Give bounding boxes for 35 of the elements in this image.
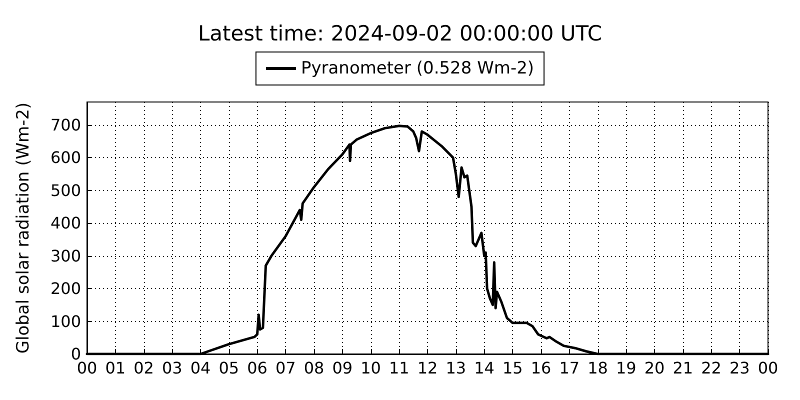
y-tick-label: 700 <box>50 115 81 134</box>
x-tick-label: 06 <box>247 358 268 378</box>
y-tick-label: 300 <box>50 246 81 266</box>
x-tick-label: 22 <box>701 358 722 378</box>
x-tick-label: 18 <box>588 358 608 378</box>
x-tick-label: 08 <box>304 358 324 378</box>
y-tick-label: 100 <box>50 312 81 331</box>
x-tick-label: 01 <box>105 358 126 378</box>
x-tick-label: 09 <box>332 358 353 378</box>
y-axis-title: Global solar radiation (Wm-2) <box>14 102 34 354</box>
x-tick-label: 14 <box>474 358 494 378</box>
x-tick-label: 00 <box>758 358 778 378</box>
x-tick-label: 00 <box>76 358 98 378</box>
legend-label: Pyranometer (0.528 Wm-2) <box>300 58 534 78</box>
y-tick-label: 600 <box>50 148 81 168</box>
y-tick-label: 400 <box>50 214 81 233</box>
x-tick-label: 15 <box>502 358 523 378</box>
x-tick-label: 20 <box>644 358 665 378</box>
x-tick-label: 02 <box>134 358 154 378</box>
x-tick-label: 03 <box>162 358 182 378</box>
x-tick-label: 19 <box>616 358 636 378</box>
y-tick-label: 200 <box>50 279 81 298</box>
x-tick-label: 07 <box>275 358 296 378</box>
x-tick-label: 12 <box>417 358 438 378</box>
x-tick-label: 11 <box>388 358 410 378</box>
chart-title: Latest time: 2024-09-02 00:00:00 UTC <box>198 22 602 46</box>
x-tick-label: 17 <box>559 358 580 378</box>
y-tick-label: 500 <box>50 180 81 200</box>
x-tick-label: 23 <box>729 358 750 378</box>
x-tick-label: 05 <box>218 358 240 378</box>
x-tick-label: 16 <box>530 358 552 378</box>
x-tick-label: 10 <box>360 358 381 378</box>
x-tick-label: 13 <box>446 358 466 378</box>
x-tick-label: 21 <box>672 358 694 378</box>
x-tick-label: 04 <box>190 358 211 378</box>
